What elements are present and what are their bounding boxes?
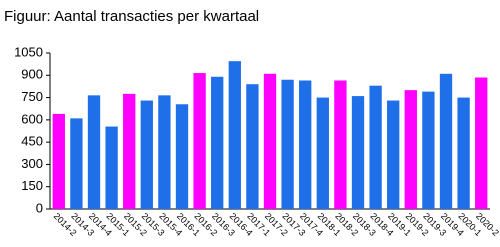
y-tick-label: 1050 [14, 44, 43, 59]
bar [70, 118, 83, 209]
bar [263, 73, 277, 209]
bar [439, 73, 453, 209]
bar [87, 95, 101, 209]
bar [193, 73, 206, 209]
y-tick-label: 900 [21, 67, 43, 82]
bar [52, 113, 65, 209]
y-tick-label: 300 [21, 156, 43, 171]
y-tick-label: 0 [36, 200, 43, 215]
bar [351, 96, 365, 209]
y-tick-label: 750 [21, 89, 43, 104]
bar [175, 104, 189, 209]
bar [475, 77, 488, 209]
bar [123, 93, 136, 209]
bar [404, 90, 417, 209]
bar [281, 79, 294, 209]
chart-title: Figuur: Aantal transacties per kwartaal [4, 8, 259, 25]
bar [158, 95, 171, 209]
bar [369, 85, 382, 209]
y-tick-label: 600 [21, 111, 43, 126]
bar [457, 97, 470, 209]
bar [299, 80, 312, 209]
bar [316, 97, 329, 209]
bar [211, 76, 224, 210]
bar [105, 126, 118, 209]
bar [387, 100, 400, 209]
bar [246, 84, 259, 209]
bar [228, 61, 241, 209]
bar [140, 100, 153, 209]
y-tick-label: 150 [21, 178, 43, 193]
y-tick-label: 450 [21, 134, 43, 149]
bar [334, 80, 347, 209]
bar [422, 91, 435, 209]
